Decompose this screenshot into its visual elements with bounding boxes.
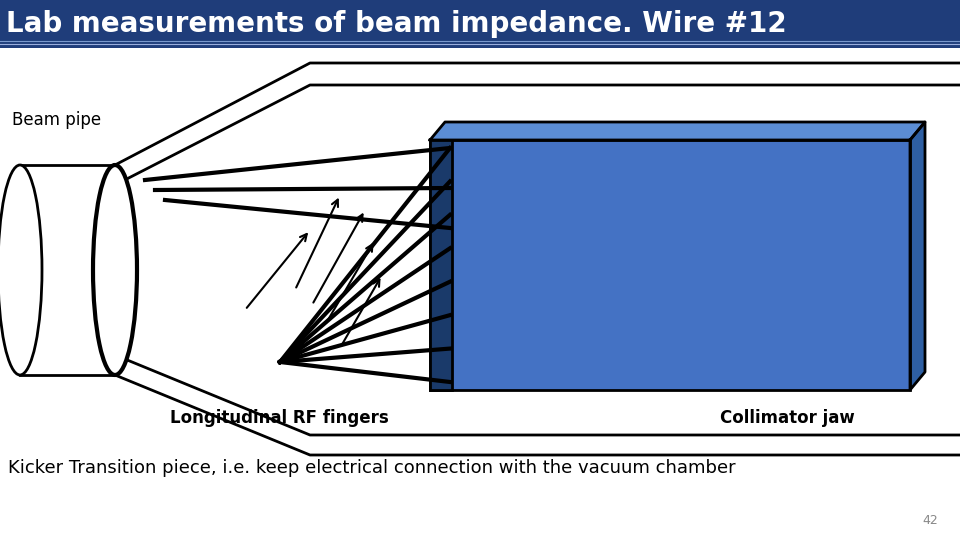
Text: Longitudinal RF fingers: Longitudinal RF fingers <box>170 409 389 427</box>
Text: Lab measurements of beam impedance. Wire #12: Lab measurements of beam impedance. Wire… <box>6 10 786 38</box>
Text: Kicker Transition piece, i.e. keep electrical connection with the vacuum chamber: Kicker Transition piece, i.e. keep elect… <box>8 459 735 477</box>
Text: Collimator jaw: Collimator jaw <box>720 409 854 427</box>
Ellipse shape <box>0 165 42 375</box>
Text: 42: 42 <box>923 514 938 526</box>
Polygon shape <box>20 165 115 375</box>
Ellipse shape <box>93 165 137 375</box>
Polygon shape <box>910 122 925 390</box>
Text: Beam pipe: Beam pipe <box>12 111 101 129</box>
FancyBboxPatch shape <box>0 0 960 48</box>
FancyBboxPatch shape <box>430 140 910 390</box>
FancyBboxPatch shape <box>430 140 452 390</box>
Polygon shape <box>430 122 925 140</box>
